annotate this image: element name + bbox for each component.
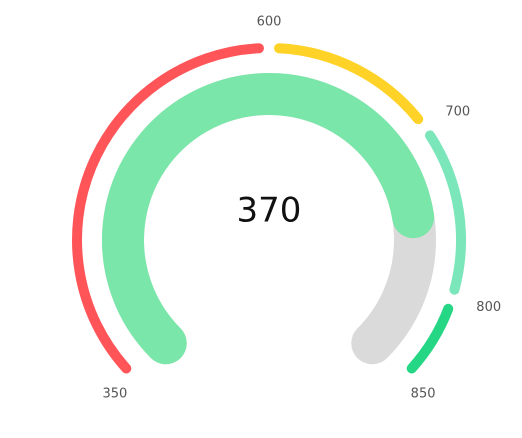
band-segment-600-700 bbox=[274, 43, 424, 125]
tick-label-600: 600 bbox=[257, 15, 282, 30]
band-segment-800-850 bbox=[406, 303, 454, 374]
band-segment-350-600 bbox=[72, 43, 264, 374]
gauge-value: 370 bbox=[237, 191, 302, 231]
tick-label-350: 350 bbox=[102, 387, 127, 402]
score-band-ring bbox=[72, 43, 466, 374]
tick-label-850: 850 bbox=[411, 387, 436, 402]
band-segment-700-800 bbox=[425, 130, 466, 295]
tick-labels: 350 600 700 800 850 bbox=[102, 15, 501, 402]
gauge-progress bbox=[102, 73, 435, 365]
gauge-progress-arc bbox=[102, 73, 435, 365]
tick-label-800: 800 bbox=[476, 300, 501, 315]
tick-label-700: 700 bbox=[445, 104, 470, 119]
